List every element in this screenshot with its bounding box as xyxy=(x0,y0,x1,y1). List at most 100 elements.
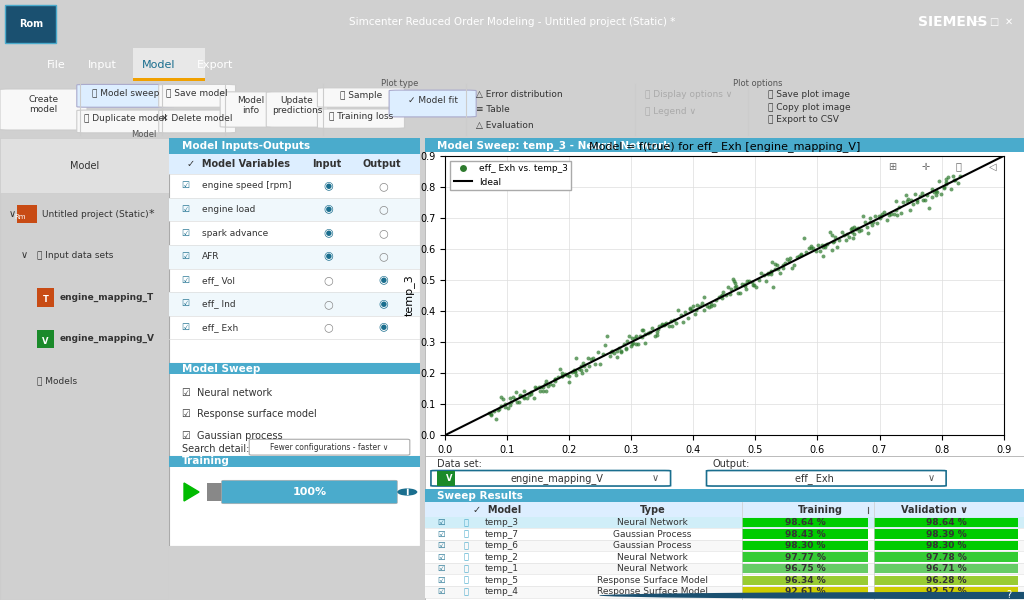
Bar xyxy=(5,5,56,43)
Text: Neural Network: Neural Network xyxy=(617,553,688,562)
Point xyxy=(745,280,762,289)
Text: ☑: ☑ xyxy=(181,299,189,308)
Bar xyxy=(133,79,205,81)
Point xyxy=(684,301,700,311)
Point xyxy=(608,352,625,361)
Point xyxy=(846,230,862,239)
Point xyxy=(561,377,578,387)
Point xyxy=(508,388,524,397)
Point xyxy=(581,353,597,363)
Point xyxy=(487,414,504,424)
Title: Model = f(true) for eff_ Exh [engine_mapping_V]: Model = f(true) for eff_ Exh [engine_map… xyxy=(589,141,860,152)
Text: T: T xyxy=(43,295,48,304)
Text: *: * xyxy=(148,209,155,218)
Text: Response Surface Model: Response Surface Model xyxy=(597,576,708,585)
FancyBboxPatch shape xyxy=(317,88,404,107)
Point xyxy=(952,171,969,181)
Point xyxy=(644,323,660,333)
Point xyxy=(511,397,527,407)
FancyBboxPatch shape xyxy=(389,90,476,117)
Text: ◉: ◉ xyxy=(324,251,333,262)
Y-axis label: temp_3: temp_3 xyxy=(403,275,415,316)
Point xyxy=(916,195,933,205)
Point xyxy=(625,338,641,347)
Text: AFR: AFR xyxy=(202,252,219,261)
Point xyxy=(940,172,956,182)
Text: 97.77 %: 97.77 % xyxy=(784,553,825,562)
Point xyxy=(566,365,583,375)
Bar xyxy=(425,528,1024,540)
Point xyxy=(493,401,509,410)
Point xyxy=(713,291,729,301)
Text: △ Evaluation: △ Evaluation xyxy=(476,121,534,130)
Point xyxy=(597,340,613,350)
Point xyxy=(561,371,578,380)
Point xyxy=(660,322,677,331)
Point xyxy=(727,278,743,288)
FancyBboxPatch shape xyxy=(221,480,397,504)
FancyBboxPatch shape xyxy=(249,439,410,455)
Point xyxy=(798,247,814,257)
Point xyxy=(741,276,758,286)
Text: temp_3: temp_3 xyxy=(485,518,519,527)
Point xyxy=(566,367,583,376)
Point xyxy=(573,361,590,371)
Text: Neural Network: Neural Network xyxy=(617,564,688,573)
Point xyxy=(613,347,630,357)
Point xyxy=(703,299,720,309)
Text: ⟋: ⟋ xyxy=(464,564,469,573)
Text: 98.30 %: 98.30 % xyxy=(785,541,825,550)
Text: temp_5: temp_5 xyxy=(485,576,519,585)
Point xyxy=(604,346,621,356)
Point xyxy=(653,320,670,330)
Point xyxy=(911,191,928,200)
Text: temp_4: temp_4 xyxy=(485,587,519,596)
Point xyxy=(865,217,882,227)
Point xyxy=(490,405,507,415)
Point xyxy=(505,392,521,402)
Point xyxy=(538,386,554,396)
Bar xyxy=(425,540,1024,551)
Text: ─: ─ xyxy=(975,17,981,26)
Point xyxy=(938,175,954,184)
Point xyxy=(618,344,635,354)
Circle shape xyxy=(397,488,418,496)
Text: ○: ○ xyxy=(324,275,333,286)
Point xyxy=(511,391,527,400)
Bar xyxy=(742,518,868,527)
Text: Plot options: Plot options xyxy=(733,79,782,88)
Bar xyxy=(425,502,1024,517)
Point xyxy=(556,370,572,379)
FancyBboxPatch shape xyxy=(220,92,282,127)
Point xyxy=(808,247,824,256)
Point xyxy=(601,351,617,361)
Point xyxy=(812,247,828,256)
Point xyxy=(840,229,856,238)
Point xyxy=(497,399,513,409)
Text: ⟋: ⟋ xyxy=(464,518,469,527)
Bar xyxy=(425,563,1024,574)
Text: Input: Input xyxy=(88,59,117,70)
Text: ✓  Model: ✓ Model xyxy=(473,505,521,515)
Bar xyxy=(425,551,1024,563)
Point xyxy=(675,317,691,326)
Point xyxy=(846,222,862,232)
X-axis label: eff_ Exh: eff_ Exh xyxy=(702,460,746,471)
Point xyxy=(760,269,776,278)
Bar xyxy=(16,205,37,223)
Point xyxy=(844,227,860,236)
Point xyxy=(536,386,552,395)
Point xyxy=(819,239,836,248)
Point xyxy=(791,251,807,260)
Point xyxy=(623,341,639,351)
Point xyxy=(767,259,783,269)
Point xyxy=(877,207,893,217)
Point xyxy=(567,368,584,377)
Point xyxy=(753,268,769,278)
Text: Training: Training xyxy=(798,505,843,515)
Text: Plot type: Plot type xyxy=(381,79,418,88)
Point xyxy=(728,281,744,290)
Point xyxy=(814,242,830,252)
FancyBboxPatch shape xyxy=(0,89,87,130)
Text: ☑: ☑ xyxy=(437,541,444,550)
